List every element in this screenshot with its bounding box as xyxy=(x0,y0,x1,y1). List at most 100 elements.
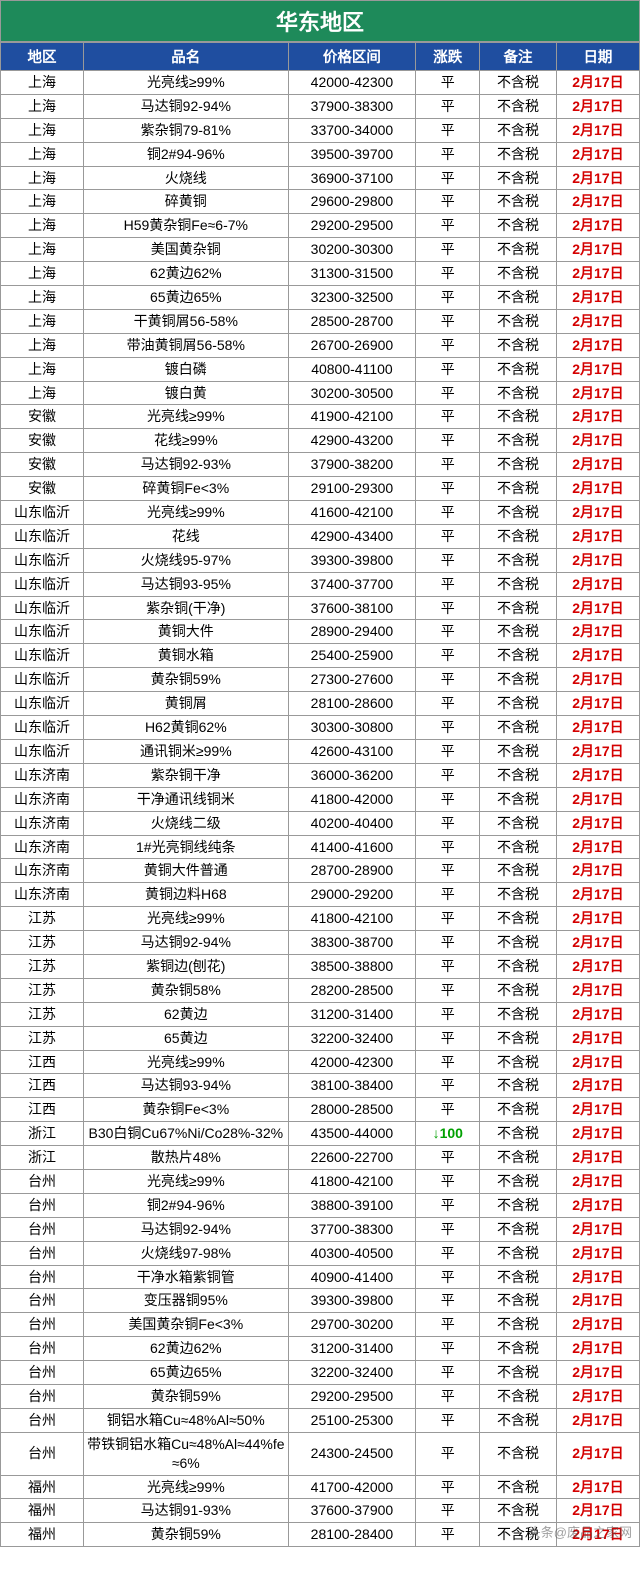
cell-note: 不含税 xyxy=(480,238,557,262)
cell-region: 山东济南 xyxy=(1,811,84,835)
cell-price: 29200-29500 xyxy=(288,1384,416,1408)
cell-date: 2月17日 xyxy=(556,262,639,286)
cell-price: 40300-40500 xyxy=(288,1241,416,1265)
cell-note: 不含税 xyxy=(480,1074,557,1098)
cell-region: 江西 xyxy=(1,1074,84,1098)
cell-change: 平 xyxy=(416,1499,480,1523)
cell-date: 2月17日 xyxy=(556,190,639,214)
cell-name: 散热片48% xyxy=(84,1146,288,1170)
cell-name: 黄铜水箱 xyxy=(84,644,288,668)
cell-name: 光亮线≥99% xyxy=(84,1169,288,1193)
cell-note: 不含税 xyxy=(480,1122,557,1146)
table-row: 安徽碎黄铜Fe<3%29100-29300平不含税2月17日 xyxy=(1,477,640,501)
cell-price: 28000-28500 xyxy=(288,1098,416,1122)
cell-note: 不含税 xyxy=(480,1408,557,1432)
cell-note: 不含税 xyxy=(480,859,557,883)
cell-region: 山东临沂 xyxy=(1,572,84,596)
cell-note: 不含税 xyxy=(480,501,557,525)
cell-note: 不含税 xyxy=(480,477,557,501)
cell-change: ↓100 xyxy=(416,1122,480,1146)
table-row: 台州美国黄杂铜Fe<3%29700-30200平不含税2月17日 xyxy=(1,1313,640,1337)
cell-date: 2月17日 xyxy=(556,238,639,262)
cell-region: 上海 xyxy=(1,238,84,262)
cell-note: 不含税 xyxy=(480,835,557,859)
cell-note: 不含税 xyxy=(480,931,557,955)
table-row: 台州干净水箱紫铜管40900-41400平不含税2月17日 xyxy=(1,1265,640,1289)
table-row: 台州光亮线≥99%41800-42100平不含税2月17日 xyxy=(1,1169,640,1193)
cell-date: 2月17日 xyxy=(556,907,639,931)
cell-name: 黄杂铜59% xyxy=(84,1523,288,1547)
cell-price: 36900-37100 xyxy=(288,166,416,190)
table-row: 江苏黄杂铜58%28200-28500平不含税2月17日 xyxy=(1,978,640,1002)
cell-date: 2月17日 xyxy=(556,1265,639,1289)
cell-region: 山东临沂 xyxy=(1,716,84,740)
cell-price: 31300-31500 xyxy=(288,262,416,286)
cell-change: 平 xyxy=(416,1098,480,1122)
table-row: 山东济南火烧线二级40200-40400平不含税2月17日 xyxy=(1,811,640,835)
cell-region: 江苏 xyxy=(1,931,84,955)
cell-region: 上海 xyxy=(1,333,84,357)
cell-note: 不含税 xyxy=(480,1146,557,1170)
cell-note: 不含税 xyxy=(480,954,557,978)
cell-region: 山东济南 xyxy=(1,763,84,787)
cell-name: 碎黄铜Fe<3% xyxy=(84,477,288,501)
cell-date: 2月17日 xyxy=(556,357,639,381)
cell-date: 2月17日 xyxy=(556,166,639,190)
cell-name: 通讯铜米≥99% xyxy=(84,739,288,763)
cell-note: 不含税 xyxy=(480,1384,557,1408)
cell-region: 山东济南 xyxy=(1,859,84,883)
cell-price: 42000-42300 xyxy=(288,1050,416,1074)
cell-name: 65黄边 xyxy=(84,1026,288,1050)
cell-date: 2月17日 xyxy=(556,118,639,142)
cell-name: 马达铜91-93% xyxy=(84,1499,288,1523)
cell-date: 2月17日 xyxy=(556,763,639,787)
cell-price: 40800-41100 xyxy=(288,357,416,381)
cell-note: 不含税 xyxy=(480,166,557,190)
cell-name: 变压器铜95% xyxy=(84,1289,288,1313)
table-row: 山东济南黄铜边料H6829000-29200平不含税2月17日 xyxy=(1,883,640,907)
cell-name: 铜2#94-96% xyxy=(84,1193,288,1217)
cell-name: B30白铜Cu67%Ni/Co28%-32% xyxy=(84,1122,288,1146)
table-row: 江西马达铜93-94%38100-38400平不含税2月17日 xyxy=(1,1074,640,1098)
cell-note: 不含税 xyxy=(480,333,557,357)
cell-name: 铜2#94-96% xyxy=(84,142,288,166)
table-row: 台州62黄边62%31200-31400平不含税2月17日 xyxy=(1,1337,640,1361)
cell-date: 2月17日 xyxy=(556,286,639,310)
table-row: 上海62黄边62%31300-31500平不含税2月17日 xyxy=(1,262,640,286)
cell-change: 平 xyxy=(416,71,480,95)
cell-region: 山东临沂 xyxy=(1,620,84,644)
cell-change: 平 xyxy=(416,309,480,333)
cell-note: 不含税 xyxy=(480,1098,557,1122)
cell-date: 2月17日 xyxy=(556,1475,639,1499)
cell-price: 43500-44000 xyxy=(288,1122,416,1146)
cell-name: 65黄边65% xyxy=(84,1361,288,1385)
cell-note: 不含税 xyxy=(480,190,557,214)
cell-region: 台州 xyxy=(1,1313,84,1337)
table-row: 江苏光亮线≥99%41800-42100平不含税2月17日 xyxy=(1,907,640,931)
cell-date: 2月17日 xyxy=(556,429,639,453)
cell-name: 1#光亮铜线纯条 xyxy=(84,835,288,859)
cell-price: 41900-42100 xyxy=(288,405,416,429)
cell-date: 2月17日 xyxy=(556,859,639,883)
cell-note: 不含税 xyxy=(480,524,557,548)
cell-change: 平 xyxy=(416,166,480,190)
table-row: 江西光亮线≥99%42000-42300平不含税2月17日 xyxy=(1,1050,640,1074)
cell-date: 2月17日 xyxy=(556,1384,639,1408)
cell-date: 2月17日 xyxy=(556,835,639,859)
cell-note: 不含税 xyxy=(480,142,557,166)
cell-price: 41800-42000 xyxy=(288,787,416,811)
cell-change: 平 xyxy=(416,548,480,572)
cell-price: 33700-34000 xyxy=(288,118,416,142)
cell-region: 台州 xyxy=(1,1432,84,1475)
cell-change: 平 xyxy=(416,286,480,310)
cell-date: 2月17日 xyxy=(556,739,639,763)
table-row: 山东临沂黄铜大件28900-29400平不含税2月17日 xyxy=(1,620,640,644)
cell-name: 光亮线≥99% xyxy=(84,907,288,931)
table-row: 安徽马达铜92-93%37900-38200平不含税2月17日 xyxy=(1,453,640,477)
cell-name: 马达铜92-94% xyxy=(84,94,288,118)
cell-name: 黄杂铜58% xyxy=(84,978,288,1002)
cell-date: 2月17日 xyxy=(556,620,639,644)
table-row: 山东临沂黄铜屑28100-28600平不含税2月17日 xyxy=(1,692,640,716)
cell-date: 2月17日 xyxy=(556,811,639,835)
cell-name: 紫杂铜(干净) xyxy=(84,596,288,620)
